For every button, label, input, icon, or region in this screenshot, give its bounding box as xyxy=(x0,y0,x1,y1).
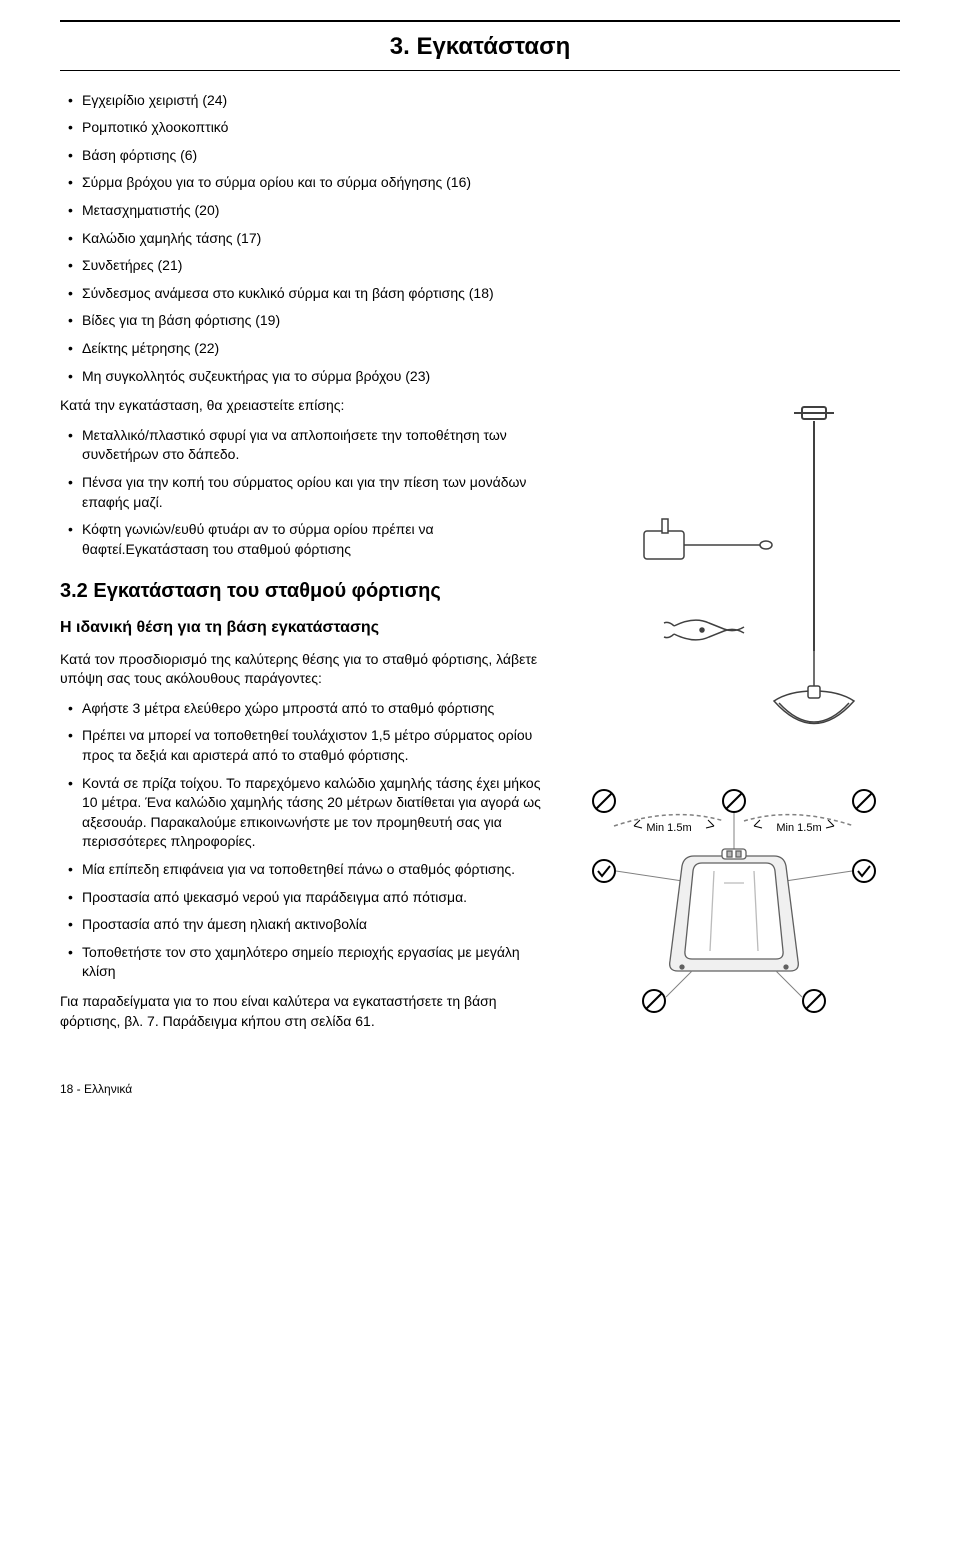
list-item: Μετασχηματιστής (20) xyxy=(60,201,547,221)
header-rule-bot xyxy=(60,70,900,71)
list-item: Ρομποτικό χλοοκοπτικό xyxy=(60,118,547,138)
list-item: Πένσα για την κοπή του σύρματος ορίου κα… xyxy=(60,473,547,512)
also-need-text: Κατά την εγκατάσταση, θα χρειαστείτε επί… xyxy=(60,396,547,416)
content-row: Εγχειρίδιο χειριστή (24) Ρομποτικό χλοοκ… xyxy=(60,91,900,1042)
list-item: Μεταλλικό/πλαστικό σφυρί για να απλοποιή… xyxy=(60,426,547,465)
pliers-icon xyxy=(664,620,744,640)
list-item: Σύνδεσμος ανάμεσα στο κυκλικό σύρμα και … xyxy=(60,284,547,304)
min-left-label: Min 1.5m xyxy=(646,822,691,834)
section-3-2-outro: Για παραδείγματα για το που είναι καλύτε… xyxy=(60,992,547,1031)
list-item: Δείκτης μέτρησης (22) xyxy=(60,339,547,359)
list-item: Αφήστε 3 μέτρα ελεύθερο χώρο μπροστά από… xyxy=(60,699,547,719)
page-title: 3. Εγκατάσταση xyxy=(60,24,900,70)
list-item: Μη συγκολλητός συζευκτήρας για το σύρμα … xyxy=(60,367,547,387)
list-item: Πρέπει να μπορεί να τοποθετηθεί τουλάχισ… xyxy=(60,726,547,765)
spike-icon xyxy=(794,407,834,651)
list-item: Βίδες για τη βάση φόρτισης (19) xyxy=(60,311,547,331)
tools-list: Μεταλλικό/πλαστικό σφυρί για να απλοποιή… xyxy=(60,426,547,560)
list-item: Εγχειρίδιο χειριστή (24) xyxy=(60,91,547,111)
placement-diagram: Min 1.5m Min 1.5m xyxy=(574,771,894,1031)
placement-list: Αφήστε 3 μέτρα ελεύθερο χώρο μπροστά από… xyxy=(60,699,547,982)
page-footer: 18 - Ελληνικά xyxy=(60,1081,900,1098)
tools-illustration xyxy=(584,401,884,751)
left-column: Εγχειρίδιο χειριστή (24) Ρομποτικό χλοοκ… xyxy=(60,91,547,1042)
list-item: Καλώδιο χαμηλής τάσης (17) xyxy=(60,229,547,249)
list-item: Προστασία από την άμεση ηλιακή ακτινοβολ… xyxy=(60,915,547,935)
edger-icon xyxy=(774,651,854,724)
min-right-label: Min 1.5m xyxy=(776,822,821,834)
list-item: Προστασία από ψεκασμό νερού για παράδειγ… xyxy=(60,888,547,908)
mallet-icon xyxy=(644,519,772,559)
section-3-2-title: 3.2 Εγκατάσταση του σταθμού φόρτισης xyxy=(60,577,547,605)
box-contents-list: Εγχειρίδιο χειριστή (24) Ρομποτικό χλοοκ… xyxy=(60,91,547,387)
list-item: Τοποθετήστε τον στο χαμηλότερο σημείο πε… xyxy=(60,943,547,982)
section-3-2-sub: Η ιδανική θέση για τη βάση εγκατάστασης xyxy=(60,617,547,639)
header-rule-top xyxy=(60,20,900,22)
list-item: Κοντά σε πρίζα τοίχου. Το παρεχόμενο καλ… xyxy=(60,774,547,852)
list-item: Βάση φόρτισης (6) xyxy=(60,146,547,166)
list-item: Κόφτη γωνιών/ευθύ φτυάρι αν το σύρμα ορί… xyxy=(60,520,547,559)
list-item: Σύρμα βρόχου για το σύρμα ορίου και το σ… xyxy=(60,173,547,193)
list-item: Συνδετήρες (21) xyxy=(60,256,547,276)
section-3-2-para: Κατά τον προσδιορισμό της καλύτερης θέση… xyxy=(60,650,547,689)
right-column: Min 1.5m Min 1.5m xyxy=(567,91,900,1042)
list-item: Μία επίπεδη επιφάνεια για να τοποθετηθεί… xyxy=(60,860,547,880)
